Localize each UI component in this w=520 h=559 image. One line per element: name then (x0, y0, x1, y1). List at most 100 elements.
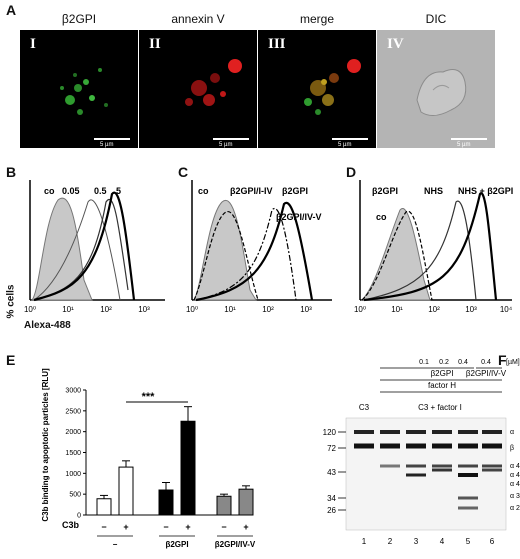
ylabel-cells: % cells (5, 284, 17, 319)
panel-e-letter: E (6, 352, 16, 368)
bar (216, 495, 232, 516)
conc-3: 0.4 (458, 359, 468, 366)
mw-label: 120 (323, 428, 337, 437)
header-b2gpi: β2GPI (431, 369, 454, 378)
band-alpha (432, 430, 452, 434)
band-labels: α β α 43 α 41 α 40 α 35 α 27 (510, 429, 520, 512)
label-b2gpi-i-iv: β2GPI/I-IV (230, 186, 273, 196)
band-alpha43 (406, 464, 426, 468)
c3b-sign: + (243, 522, 248, 532)
band-alpha41 (432, 468, 452, 472)
y-axis: 0 500 1000 1500 2000 2500 3000 (65, 388, 246, 520)
y-tick-label: 500 (69, 492, 81, 499)
c3b-sign: − (101, 522, 106, 532)
scale-bar: 5 µm (332, 138, 368, 148)
label-co: co (198, 186, 209, 196)
band-label: α 40 (510, 481, 520, 488)
x-tick: 10² (100, 305, 112, 314)
band-alpha43 (482, 464, 502, 468)
x-tick: 10² (262, 305, 274, 314)
scale-bar: 5 µm (94, 138, 130, 148)
band-beta (380, 443, 400, 449)
mw-markers: 120 72 43 34 26 (323, 428, 346, 515)
c3b-row-label: C3b (62, 520, 80, 530)
y-axis-label: C3b binding to apoptotic particles [RLU] (41, 368, 50, 522)
x-tick: 10⁴ (500, 305, 513, 314)
c3b-sign: − (163, 522, 168, 532)
bars (96, 401, 254, 516)
band-beta (432, 443, 452, 449)
band-alpha (354, 430, 374, 434)
group-label: β2GPI/IV-V (215, 540, 256, 549)
band-alpha41 (482, 468, 502, 472)
bar (96, 498, 112, 516)
header-c3-factor-i: C3 + factor I (418, 403, 462, 412)
y-tick-label: 1000 (65, 471, 81, 478)
c3b-sign: + (123, 522, 128, 532)
header-factor-h: factor H (428, 381, 456, 390)
band-alpha40 (406, 473, 426, 477)
micro-title-annexin: annexin V (171, 12, 225, 26)
micro-title-merge: merge (299, 12, 334, 26)
lane-number: 2 (388, 537, 393, 546)
band-alpha43 (380, 464, 400, 468)
band-alpha43 (432, 464, 452, 468)
lane-number: 6 (490, 537, 495, 546)
micro-label-i: I (30, 36, 36, 52)
band-beta (458, 443, 478, 449)
mw-label: 43 (327, 468, 336, 477)
lane-number: 4 (440, 537, 445, 546)
panel-b-letter: B (6, 164, 17, 180)
band-alpha27 (458, 506, 478, 510)
micro-image-b2gpi: I 5 µm (20, 30, 138, 148)
micro-label-iv: IV (387, 36, 404, 52)
x-tick: 10⁰ (24, 305, 36, 314)
band-beta (482, 443, 502, 449)
group-label: − (113, 540, 118, 549)
y-tick-label: 1500 (65, 450, 81, 457)
y-tick-label: 2000 (65, 429, 81, 436)
lane-numbers: 1 2 3 4 5 6 (362, 537, 495, 546)
xlabel-alexa: Alexa-488 (24, 320, 71, 331)
micro-image-annexin: II 5 µm (139, 30, 257, 148)
label-nhs: NHS (424, 186, 443, 196)
band-label: β (510, 445, 514, 452)
x-tick: 10³ (465, 305, 477, 314)
scale-bar: 5 µm (213, 138, 249, 148)
c3b-sign: − (221, 522, 226, 532)
label-co: co (376, 212, 387, 222)
label-b2gpi: β2GPI (372, 186, 398, 196)
micro-label-ii: II (149, 36, 161, 52)
y-tick-label: 0 (77, 513, 81, 520)
label-nhs-b2gpi: NHS + β2GPI (458, 186, 513, 196)
band-alpha (482, 430, 502, 434)
y-tick-label: 3000 (65, 388, 81, 395)
panel-a-letter: A (6, 2, 17, 18)
panel-f-letter: F (498, 352, 507, 368)
mw-label: 72 (327, 444, 336, 453)
label-005: 0.05 (62, 186, 80, 196)
band-alpha (380, 430, 400, 434)
c3b-signs: − + − + − + (101, 522, 248, 532)
lane-number: 3 (414, 537, 419, 546)
label-b2gpi-iv-v: β2GPI/IV-V (276, 212, 322, 222)
x-tick: 10³ (138, 305, 150, 314)
band-beta (354, 443, 374, 449)
x-tick: 10¹ (391, 305, 403, 314)
scale-bar: 5 µm (451, 138, 487, 148)
histogram-b: co 0.05 0.5 5 10⁰ 10¹ 10² 10³ (24, 180, 165, 314)
micro-title-dic: DIC (425, 12, 447, 26)
gel-f: 0.1 0.2 0.4 0.4 [µM] β2GPI β2GPI/IV-V fa… (323, 359, 520, 546)
histogram-c: co β2GPI/I-IV β2GPI β2GPI/IV-V 10⁰ 10¹ 1… (186, 180, 332, 314)
histogram-d: β2GPI NHS NHS + β2GPI co 10⁰ 10¹ 10² 10³… (354, 180, 513, 314)
label-co: co (44, 186, 55, 196)
x-tick: 10¹ (62, 305, 74, 314)
gel-bands (354, 430, 502, 510)
micro-label-iii: III (268, 36, 286, 52)
band-alpha43 (458, 464, 478, 468)
micro-image-dic: IV 5 µm (377, 30, 495, 148)
c3b-sign: + (185, 522, 190, 532)
band-label: α 35 (510, 493, 520, 500)
x-tick: 10³ (300, 305, 312, 314)
unit: [µM] (506, 359, 520, 366)
